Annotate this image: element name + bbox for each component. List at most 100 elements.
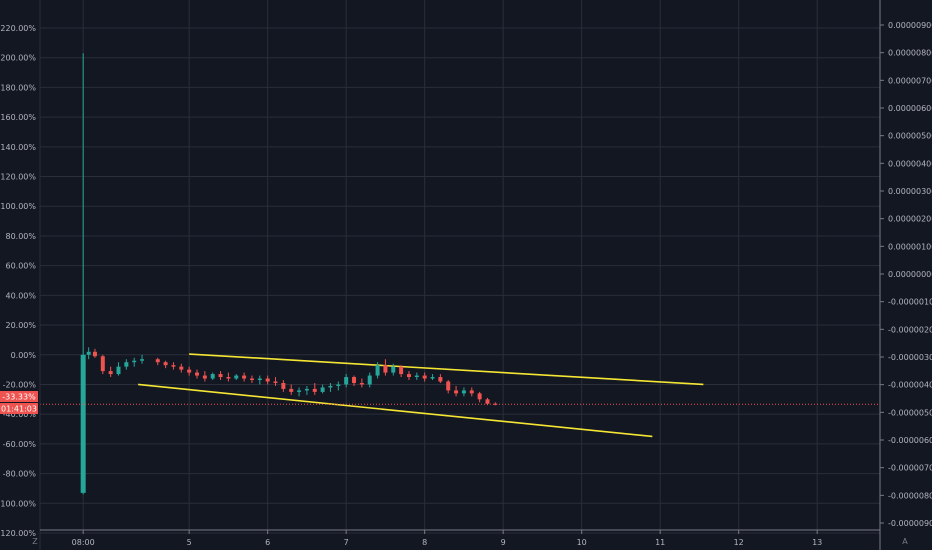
badge-countdown-bg [0, 403, 38, 414]
right-axis-tick-label: 0.00000900 [888, 21, 932, 30]
time-axis-tick-label: 9 [501, 538, 506, 547]
candle-body[interactable] [328, 385, 333, 388]
left-axis-tick-label: -40.00% [3, 410, 37, 419]
time-axis[interactable]: 08:00 5 6 7 8 9 10 11 12 13 [40, 529, 880, 547]
candle-body[interactable] [242, 375, 247, 379]
right-axis-tick-label: 0.00000800 [888, 49, 932, 58]
right-axis-tick-label: -0.00000100 [888, 298, 932, 307]
right-axis-tick-label: 0.00000300 [888, 187, 932, 196]
right-axis-tick-label: -0.00000700 [888, 464, 932, 473]
left-axis-tick-label: 140.00% [0, 143, 36, 152]
candle-body[interactable] [297, 390, 302, 392]
candle-body[interactable] [86, 351, 91, 355]
right-axis-tick-label: -0.00000200 [888, 325, 932, 334]
left-axis-tick-label: 80.00% [5, 232, 36, 241]
candle-body[interactable] [249, 378, 254, 381]
candle-body[interactable] [336, 384, 341, 386]
candle-body[interactable] [289, 388, 294, 392]
time-axis-tick-label: 5 [187, 538, 192, 547]
candle-body[interactable] [226, 377, 231, 379]
right-price-axis[interactable]: 0.00000900 0.00000800 0.00000700 0.00000600… [879, 0, 932, 550]
candle-body[interactable] [383, 365, 388, 373]
candle-body[interactable] [187, 369, 192, 373]
time-axis-tick-label: 11 [655, 538, 665, 547]
current-price-badge: -33.33% 01:41:03 [0, 391, 38, 414]
candle-series[interactable] [80, 53, 498, 495]
candle-body[interactable] [454, 390, 459, 394]
trendline[interactable] [138, 383, 653, 438]
left-axis-tick-label: 180.00% [0, 83, 36, 92]
candle-body[interactable] [320, 387, 325, 392]
candle-body[interactable] [163, 362, 168, 366]
candle-body[interactable] [108, 371, 113, 375]
candle-body[interactable] [202, 375, 207, 379]
candle-body[interactable] [100, 356, 105, 372]
candle-body[interactable] [344, 377, 349, 385]
candle-body[interactable] [375, 365, 380, 376]
candle-body[interactable] [265, 378, 270, 382]
candle-body[interactable] [124, 362, 129, 367]
candle-body[interactable] [493, 403, 498, 405]
candle-body[interactable] [367, 375, 372, 385]
time-axis-tick-label: 13 [812, 538, 822, 547]
left-axis-tick-label: -20.00% [3, 380, 37, 389]
candle-body[interactable] [359, 382, 364, 385]
right-axis-tick-label: -0.00000600 [888, 436, 932, 445]
right-axis-tick-label: -0.00000500 [888, 408, 932, 417]
left-axis-tick-label: 220.00% [0, 24, 36, 33]
candle-body[interactable] [485, 399, 490, 404]
candle-body[interactable] [80, 354, 86, 493]
time-axis-tick-label: 10 [577, 538, 587, 547]
candle-body[interactable] [422, 375, 427, 379]
candle-body[interactable] [195, 372, 200, 376]
candle-body[interactable] [132, 360, 137, 363]
right-axis-tick-label: 0.00000600 [888, 104, 932, 113]
candle-body[interactable] [312, 388, 317, 392]
candle-body[interactable] [399, 366, 404, 375]
time-axis-tick-label: 08:00 [72, 538, 95, 547]
candle-body[interactable] [430, 377, 435, 379]
candle-body[interactable] [210, 374, 215, 379]
left-axis-tick-label: -120.00% [0, 529, 36, 538]
left-axis-tick-label: -60.00% [3, 440, 37, 449]
candle-body[interactable] [391, 366, 396, 373]
candle-body[interactable] [414, 375, 419, 378]
left-axis-tick-label: 120.00% [0, 173, 36, 182]
right-axis-tick-label: 0.00000700 [888, 76, 932, 85]
right-axis-tick-label: 0.00000100 [888, 242, 932, 251]
right-axis-tick-label: -0.00000400 [888, 381, 932, 390]
time-axis-tick-label: 7 [344, 538, 349, 547]
candle-body[interactable] [469, 390, 474, 394]
left-axis-tick-label: 200.00% [0, 54, 36, 63]
candle-body[interactable] [218, 374, 223, 378]
trendline[interactable] [189, 353, 704, 386]
candle-body[interactable] [461, 390, 466, 394]
right-axis-tick-label: -0.00000300 [888, 353, 932, 362]
candle-body[interactable] [116, 366, 121, 375]
candle-body[interactable] [140, 359, 145, 361]
candle-body[interactable] [406, 374, 411, 378]
candle-body[interactable] [171, 365, 176, 367]
candle-body[interactable] [446, 381, 451, 391]
badge-countdown-text: 01:41:03 [1, 405, 37, 414]
trendlines[interactable] [138, 353, 704, 438]
auto-scale-button[interactable]: A [902, 537, 908, 546]
candle-body[interactable] [438, 377, 443, 382]
left-axis-tick-label: 100.00% [0, 202, 36, 211]
left-axis-tick-label: 0.00% [11, 351, 37, 360]
candle-body[interactable] [155, 359, 160, 363]
timezone-button[interactable]: Z [32, 537, 38, 546]
candle-body[interactable] [477, 393, 482, 400]
candle-body[interactable] [92, 351, 97, 357]
candle-body[interactable] [179, 366, 184, 370]
candle-body[interactable] [257, 378, 262, 381]
candle-body[interactable] [234, 375, 239, 379]
left-percent-axis[interactable]: 220.00% 200.00% 180.00% 160.00% 140.00% 120.0… [0, 0, 41, 550]
candle-body[interactable] [304, 388, 309, 391]
candle-body[interactable] [281, 382, 286, 389]
badge-percent-text: -33.33% [2, 393, 36, 402]
left-axis-tick-label: 40.00% [5, 291, 36, 300]
candle-body[interactable] [273, 381, 278, 383]
candle-body[interactable] [352, 377, 357, 383]
